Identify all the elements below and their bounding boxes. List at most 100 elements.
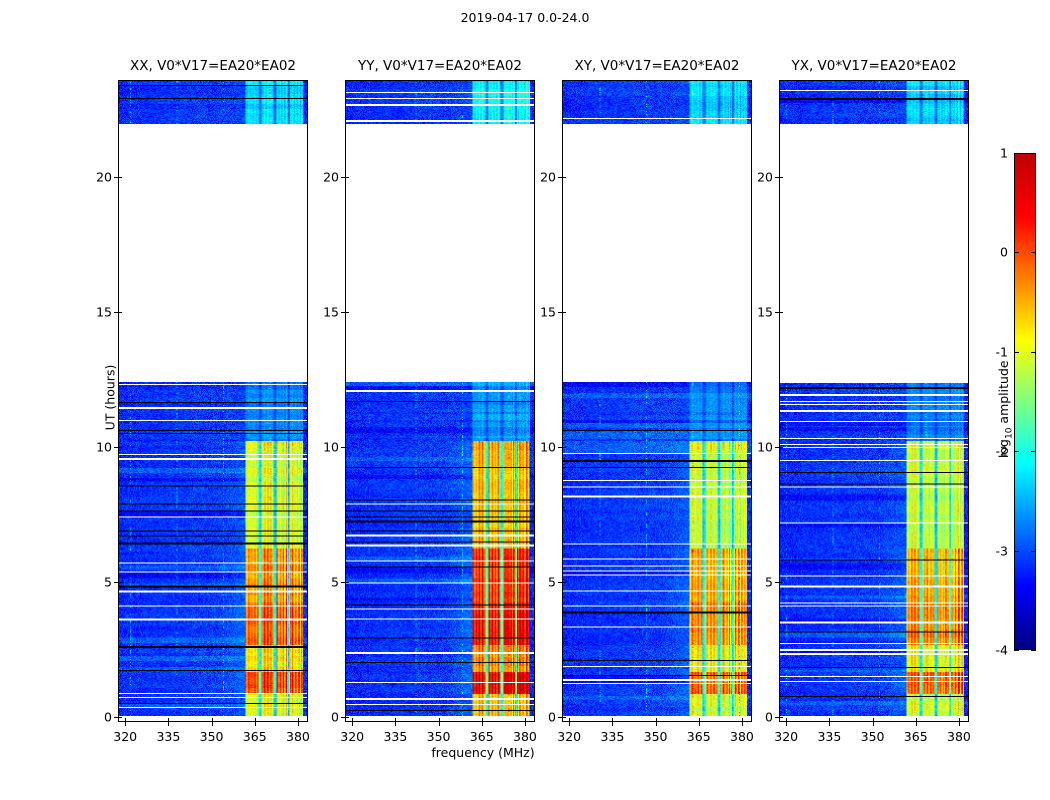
y-tick-mark-inner bbox=[345, 581, 349, 583]
y-tick-label: 5 bbox=[765, 574, 773, 590]
colorbar[interactable]: 1 0 -1 -2 -3 -4 bbox=[996, 146, 1036, 658]
x-tick-label: 380 bbox=[946, 729, 971, 744]
panel-yy-plot[interactable] bbox=[345, 80, 535, 722]
colorbar-tick-mark-right bbox=[1031, 153, 1036, 154]
colorbar-tick-label: 1 bbox=[1000, 145, 1008, 161]
colorbar-tick-mark bbox=[1014, 650, 1019, 651]
y-tick-mark-inner bbox=[118, 446, 122, 448]
x-tick-mark-inner bbox=[786, 718, 788, 722]
panel-yx-title: YX, V0*V17=EA20*EA02 bbox=[791, 58, 957, 74]
x-tick-label: 335 bbox=[383, 729, 408, 744]
colorbar-tick-label: -4 bbox=[995, 642, 1008, 658]
x-tick-mark bbox=[872, 722, 874, 726]
y-tick-mark bbox=[341, 446, 345, 448]
y-tick-label: 20 bbox=[96, 169, 112, 185]
colorbar-label-sub: 10 bbox=[1004, 427, 1015, 440]
x-tick-mark-inner bbox=[125, 718, 127, 722]
colorbar-tick-mark bbox=[1014, 153, 1019, 154]
colorbar-tick-mark-right bbox=[1031, 351, 1036, 353]
x-tick-label: 350 bbox=[426, 729, 451, 744]
y-tick-label: 10 bbox=[323, 439, 339, 455]
x-tick-mark bbox=[125, 722, 127, 726]
y-tick-label: 5 bbox=[548, 574, 556, 590]
x-tick-mark-inner bbox=[524, 718, 526, 722]
colorbar-label-prefix: log bbox=[995, 439, 1011, 459]
panel-xy-title: XY, V0*V17=EA20*EA02 bbox=[574, 58, 740, 74]
y-tick-mark bbox=[114, 446, 118, 448]
y-tick-mark bbox=[558, 311, 562, 313]
y-tick-label: 20 bbox=[323, 169, 339, 185]
y-tick-mark-inner bbox=[345, 177, 349, 179]
x-tick-mark bbox=[569, 722, 571, 726]
y-tick-mark-inner bbox=[779, 177, 783, 179]
y-tick-mark-inner bbox=[779, 311, 783, 313]
x-tick-label: 380 bbox=[729, 729, 754, 744]
x-tick-mark bbox=[352, 722, 354, 726]
x-tick-label: 335 bbox=[817, 729, 842, 744]
y-tick-mark-inner bbox=[562, 177, 566, 179]
x-tick-label: 365 bbox=[903, 729, 928, 744]
x-tick-mark-inner bbox=[395, 718, 397, 722]
y-tick-mark bbox=[558, 177, 562, 179]
y-tick-mark bbox=[341, 716, 345, 718]
y-tick-label: 10 bbox=[757, 439, 773, 455]
panel-yx-waterfall bbox=[780, 81, 968, 721]
y-tick-mark bbox=[558, 446, 562, 448]
x-tick-mark bbox=[254, 722, 256, 726]
y-tick-mark-inner bbox=[562, 581, 566, 583]
panel-yx-plot[interactable] bbox=[779, 80, 969, 722]
x-tick-label: 380 bbox=[512, 729, 537, 744]
x-tick-label: 335 bbox=[156, 729, 181, 744]
panel-xy: XY, V0*V17=EA20*EA02 0 5 10 15 20 320 335 350 36… bbox=[540, 58, 754, 744]
x-tick-mark bbox=[612, 722, 614, 726]
y-tick-label: 20 bbox=[757, 169, 773, 185]
panel-xy-plot[interactable] bbox=[562, 80, 752, 722]
colorbar-gradient bbox=[1015, 154, 1035, 649]
y-tick-label: 10 bbox=[96, 439, 112, 455]
y-tick-mark bbox=[558, 581, 562, 583]
x-tick-label: 380 bbox=[285, 729, 310, 744]
panel-xx-plot[interactable] bbox=[118, 80, 308, 722]
colorbar-label-suffix: amplitude bbox=[995, 360, 1011, 428]
x-tick-mark-inner bbox=[569, 718, 571, 722]
colorbar-tick-mark bbox=[1014, 351, 1019, 353]
y-tick-mark bbox=[114, 177, 118, 179]
y-tick-mark bbox=[558, 716, 562, 718]
x-tick-mark bbox=[655, 722, 657, 726]
x-tick-mark bbox=[958, 722, 960, 726]
x-tick-label: 335 bbox=[600, 729, 625, 744]
x-tick-mark-inner bbox=[481, 718, 483, 722]
y-tick-mark-inner bbox=[345, 716, 349, 718]
x-tick-mark-inner bbox=[829, 718, 831, 722]
y-tick-mark-inner bbox=[562, 446, 566, 448]
y-tick-mark-inner bbox=[118, 177, 122, 179]
panel-yy: YY, V0*V17=EA20*EA02 0 5 10 15 20 320 335 350 36… bbox=[323, 58, 537, 744]
y-tick-label: 15 bbox=[323, 304, 339, 320]
y-tick-mark-inner bbox=[779, 716, 783, 718]
colorbar-tick-mark-right bbox=[1031, 451, 1036, 453]
y-tick-mark-inner bbox=[345, 311, 349, 313]
y-tick-mark-inner bbox=[562, 716, 566, 718]
y-tick-label: 0 bbox=[548, 709, 556, 725]
x-tick-label: 320 bbox=[774, 729, 799, 744]
y-tick-mark bbox=[341, 581, 345, 583]
x-tick-mark-inner bbox=[741, 718, 743, 722]
x-tick-label: 365 bbox=[242, 729, 267, 744]
x-tick-mark bbox=[168, 722, 170, 726]
x-tick-mark-inner bbox=[168, 718, 170, 722]
y-tick-mark bbox=[341, 311, 345, 313]
x-tick-label: 320 bbox=[557, 729, 582, 744]
x-tick-mark-inner bbox=[958, 718, 960, 722]
y-tick-mark bbox=[341, 177, 345, 179]
x-tick-mark bbox=[481, 722, 483, 726]
y-tick-label: 0 bbox=[104, 709, 112, 725]
y-tick-label: 15 bbox=[757, 304, 773, 320]
x-tick-mark bbox=[297, 722, 299, 726]
panel-yy-waterfall bbox=[346, 81, 534, 721]
y-tick-mark-inner bbox=[562, 311, 566, 313]
x-tick-mark-inner bbox=[438, 718, 440, 722]
colorbar-tick-label: 0 bbox=[1000, 244, 1008, 260]
y-tick-mark-inner bbox=[345, 446, 349, 448]
colorbar-tick-mark-right bbox=[1031, 650, 1036, 651]
y-tick-mark bbox=[114, 311, 118, 313]
